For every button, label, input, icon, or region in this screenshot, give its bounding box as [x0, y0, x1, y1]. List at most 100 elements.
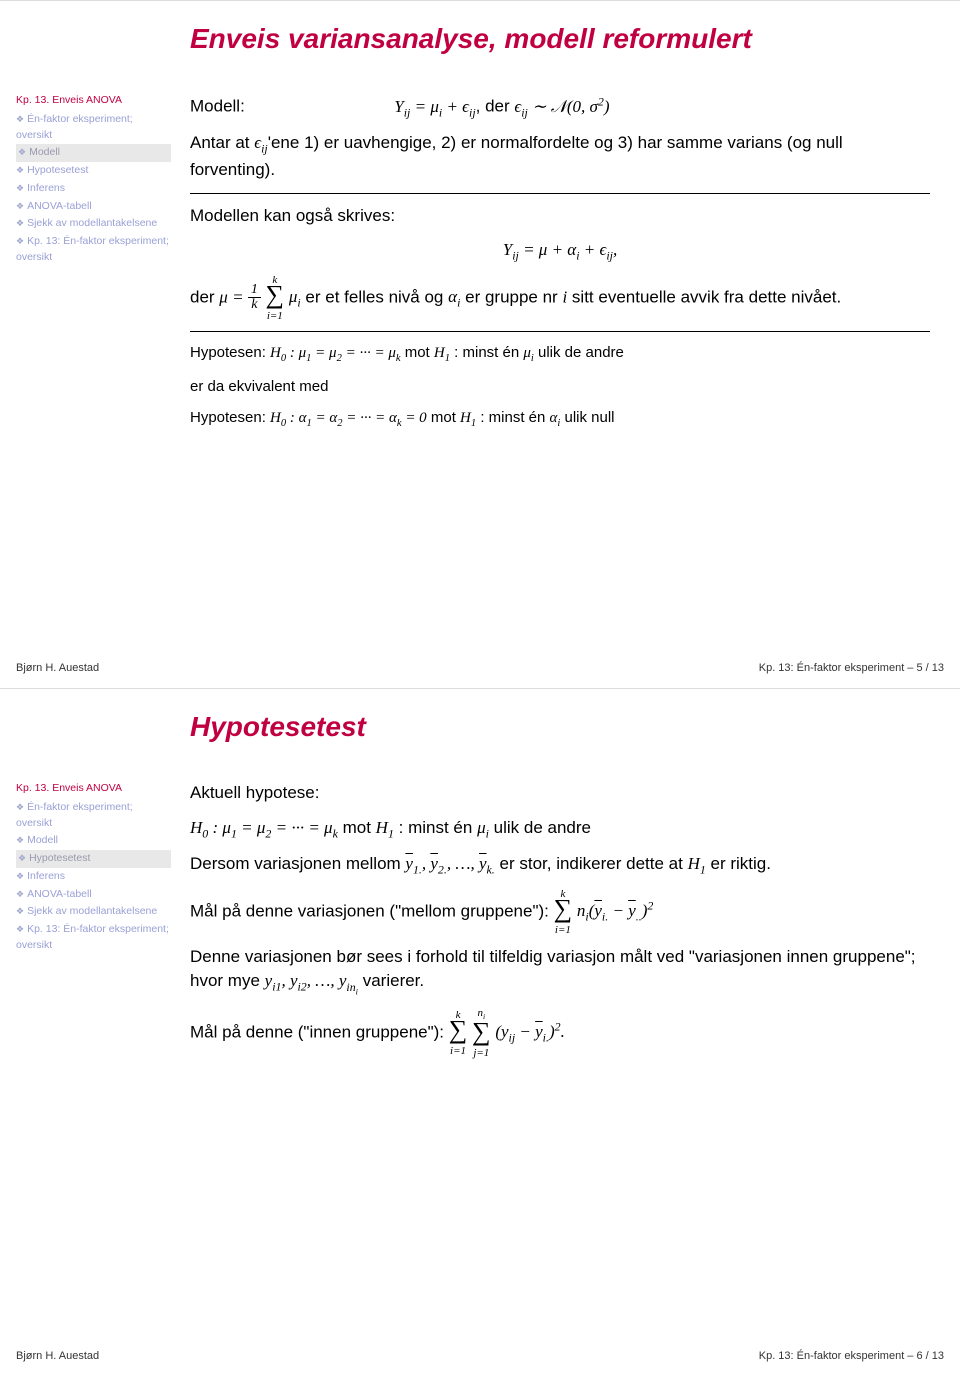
diamond-icon: ❖: [18, 853, 26, 863]
sidebar-item-label: Sjekk av modellantakelsene: [27, 905, 157, 917]
within-text: Denne variasjonen bør sees i forhold til…: [190, 945, 930, 998]
math: H1: [460, 410, 476, 426]
sidebar-item-label: Inferens: [27, 182, 65, 194]
math: μi: [523, 345, 533, 361]
sidebar-item-label: Modell: [29, 146, 60, 158]
math: μi: [477, 818, 489, 837]
sidebar-item[interactable]: ❖Én-faktor eksperiment; oversikt: [16, 799, 171, 833]
slide-1: Enveis variansanalyse, modell reformuler…: [0, 0, 960, 688]
text: ulik de andre: [494, 818, 591, 837]
diamond-icon: ❖: [16, 183, 24, 193]
math: (yij − yi.)2.: [495, 1022, 565, 1041]
math: H0 : μ1 = μ2 = ··· = μk: [270, 345, 400, 361]
diamond-icon: ❖: [16, 236, 24, 246]
sidebar-item-label: Én-faktor eksperiment; oversikt: [16, 113, 133, 141]
sidebar-item-hypotesetest[interactable]: ❖Hypotesetest: [16, 850, 171, 868]
math: H1: [376, 818, 394, 837]
hyp-title: Aktuell hypotese:: [190, 781, 930, 806]
sidebar-heading: Kp. 13. Enveis ANOVA: [16, 781, 171, 797]
diamond-icon: ❖: [16, 906, 24, 916]
text: Modellen kan også skrives:: [190, 206, 395, 225]
math: αi: [550, 410, 561, 426]
math: μi: [289, 287, 301, 306]
assumption-line: Antar at ϵij'ene 1) er uavhengige, 2) er…: [190, 131, 930, 182]
text: Hypotesen:: [190, 344, 270, 361]
math: Yij = μ + αi + ϵij,: [503, 240, 617, 259]
footer-page: Kp. 13: Én-faktor eksperiment – 6 / 13: [759, 1350, 944, 1362]
sidebar-item[interactable]: ❖ANOVA-tabell: [16, 886, 171, 904]
slide-2: Hypotesetest Kp. 13. Enveis ANOVA ❖Én-fa…: [0, 688, 960, 1376]
sidebar-item-label: Hypotesetest: [29, 852, 90, 864]
sidebar: Kp. 13. Enveis ANOVA ❖Én-faktor eksperim…: [16, 93, 171, 267]
math: H0 : α1 = α2 = ··· = αk = 0: [270, 410, 427, 426]
text: Antar at: [190, 133, 254, 152]
diamond-icon: ❖: [16, 924, 24, 934]
sidebar-item-label: Sjekk av modellantakelsene: [27, 217, 157, 229]
text: varierer.: [363, 971, 424, 990]
hypothesis-1: Hypotesen: H0 : μ1 = μ2 = ··· = μk mot H…: [190, 342, 930, 366]
sidebar-item-label: Hypotesetest: [27, 164, 88, 176]
math: αi: [448, 287, 460, 306]
text: Hypotesen:: [190, 409, 270, 426]
diamond-icon: ❖: [16, 871, 24, 881]
sidebar-heading: Kp. 13. Enveis ANOVA: [16, 93, 171, 109]
mu-line: der μ = 1k k∑i=1 μi er et felles nivå og…: [190, 275, 930, 321]
footer: Bjørn H. Auestad Kp. 13: Én-faktor ekspe…: [16, 1350, 944, 1362]
footer-author: Bjørn H. Auestad: [16, 662, 99, 674]
slide-title: Enveis variansanalyse, modell reformuler…: [0, 1, 960, 67]
sidebar-item[interactable]: ❖Én-faktor eksperiment; oversikt: [16, 111, 171, 145]
sidebar-item[interactable]: ❖Sjekk av modellantakelsene: [16, 215, 171, 233]
hypothesis-2: Hypotesen: H0 : α1 = α2 = ··· = αk = 0 m…: [190, 407, 930, 431]
sidebar-item[interactable]: ❖Kp. 13: Én-faktor eksperiment; oversikt: [16, 921, 171, 955]
diamond-icon: ❖: [16, 802, 24, 812]
slide-content: Modell: Yij = μi + ϵij, der ϵij ∼ 𝒩(0, σ…: [190, 93, 930, 442]
diamond-icon: ❖: [16, 165, 24, 175]
text: : minst én: [399, 818, 477, 837]
rewrite-line: Modellen kan også skrives:: [190, 204, 930, 229]
variation-line: Dersom variasjonen mellom y1., y2., …, y…: [190, 852, 930, 879]
diamond-icon: ❖: [18, 147, 26, 157]
math: H0 : μ1 = μ2 = ··· = μk: [190, 818, 338, 837]
sidebar-item-label: ANOVA-tabell: [27, 888, 92, 900]
divider: [190, 331, 930, 332]
text: Mål på denne variasjonen ("mellom gruppe…: [190, 901, 554, 920]
sidebar-item[interactable]: ❖ANOVA-tabell: [16, 198, 171, 216]
text: : minst én: [454, 344, 523, 361]
diamond-icon: ❖: [16, 889, 24, 899]
math: H1: [434, 345, 450, 361]
text: ulik de andre: [538, 344, 624, 361]
slide-title: Hypotesetest: [0, 689, 960, 755]
text: : minst én: [480, 409, 549, 426]
sidebar-item-label: ANOVA-tabell: [27, 200, 92, 212]
text: Dersom variasjonen mellom: [190, 854, 405, 873]
math: y1., y2., …, yk.: [405, 854, 494, 873]
text: er riktig.: [711, 854, 771, 873]
sidebar-item[interactable]: ❖Hypotesetest: [16, 162, 171, 180]
text: er et felles nivå og: [305, 287, 448, 306]
sidebar-item-label: Kp. 13: Én-faktor eksperiment; oversikt: [16, 923, 169, 951]
diamond-icon: ❖: [16, 114, 24, 124]
text: Modell:: [190, 97, 245, 116]
model-line: Modell: Yij = μi + ϵij, der ϵij ∼ 𝒩(0, σ…: [190, 93, 930, 121]
sidebar-item[interactable]: ❖Sjekk av modellantakelsene: [16, 903, 171, 921]
text: Mål på denne ("innen gruppene"):: [190, 1022, 449, 1041]
diamond-icon: ❖: [16, 218, 24, 228]
text: der: [190, 287, 219, 306]
math: ϵij: [254, 133, 267, 152]
sidebar-item[interactable]: ❖Modell: [16, 832, 171, 850]
text: 'ene 1) er uavhengige, 2) er normalforde…: [190, 133, 843, 179]
sidebar-item-label: Kp. 13: Én-faktor eksperiment; oversikt: [16, 235, 169, 263]
sidebar-item[interactable]: ❖Inferens: [16, 868, 171, 886]
math: ϵij ∼ 𝒩(0, σ2): [514, 97, 609, 116]
sidebar-item[interactable]: ❖Kp. 13: Én-faktor eksperiment; oversikt: [16, 233, 171, 267]
text: sitt eventuelle avvik fra dette nivået.: [572, 287, 841, 306]
sidebar-item-modell[interactable]: ❖Modell: [16, 144, 171, 162]
formula: Yij = μ + αi + ϵij,: [190, 238, 930, 265]
text: mot: [343, 818, 376, 837]
footer-author: Bjørn H. Auestad: [16, 1350, 99, 1362]
sidebar-item[interactable]: ❖Inferens: [16, 180, 171, 198]
text: er stor, indikerer dette at: [500, 854, 688, 873]
math: μ =: [219, 287, 248, 306]
math: Yij = μi + ϵij: [394, 97, 475, 116]
diamond-icon: ❖: [16, 835, 24, 845]
